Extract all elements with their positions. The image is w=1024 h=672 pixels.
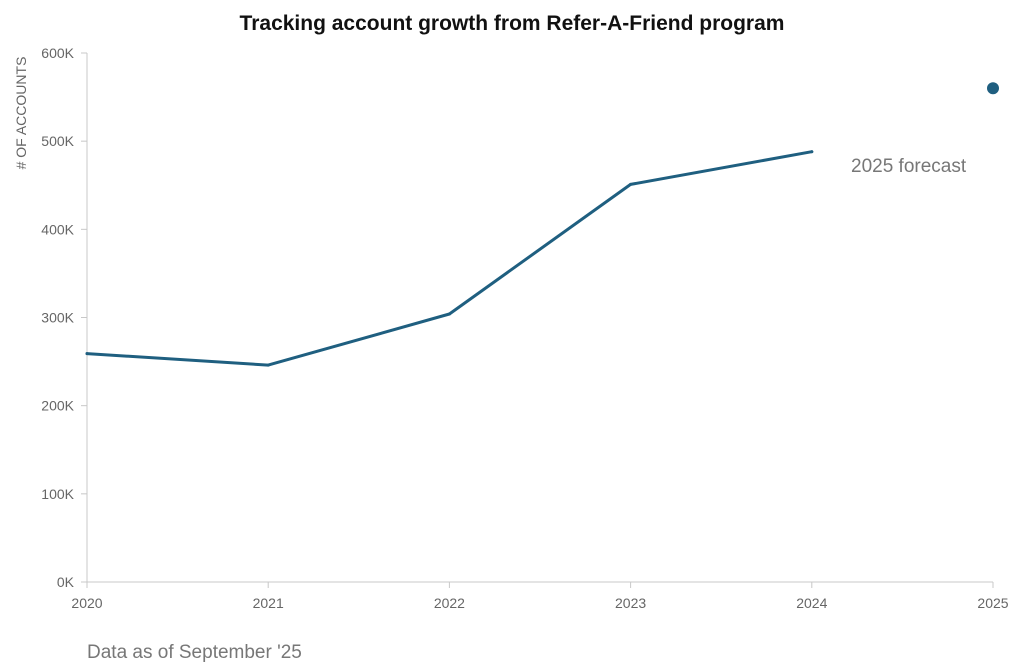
data-point [447,312,451,316]
series-line [85,150,814,367]
x-tick-label: 2025 [977,595,1008,611]
y-tick-label: 400K [41,221,74,237]
data-point [85,352,89,356]
footnote: Data as of September '25 [87,642,302,663]
y-axis-ticks: 0K 100K 200K 300K 400K 500K 600K [41,45,87,590]
x-axis-ticks: 2020 2021 2022 2023 2024 2025 [71,582,1009,611]
y-tick-label: 0K [57,574,75,590]
x-tick-label: 2022 [434,595,465,611]
y-tick-label: 300K [41,310,74,326]
forecast-point [987,82,999,95]
series-group [85,82,999,367]
x-tick-label: 2023 [615,595,646,611]
data-point [629,182,633,186]
y-tick-label: 100K [41,486,74,502]
data-point [810,150,814,154]
x-tick-label: 2020 [71,595,102,611]
y-axis-title: # OF ACCOUNTS [13,57,29,170]
forecast-annotation: 2025 forecast [851,156,967,177]
chart-title: Tracking account growth from Refer-A-Fri… [240,12,785,35]
y-tick-label: 200K [41,398,74,414]
axes [86,53,993,583]
y-tick-label: 500K [41,133,74,149]
y-axis-title-group: # OF ACCOUNTS [13,57,29,170]
x-tick-label: 2021 [253,595,284,611]
x-tick-label: 2024 [796,595,827,611]
data-point [266,363,270,367]
y-tick-label: 600K [41,45,74,61]
